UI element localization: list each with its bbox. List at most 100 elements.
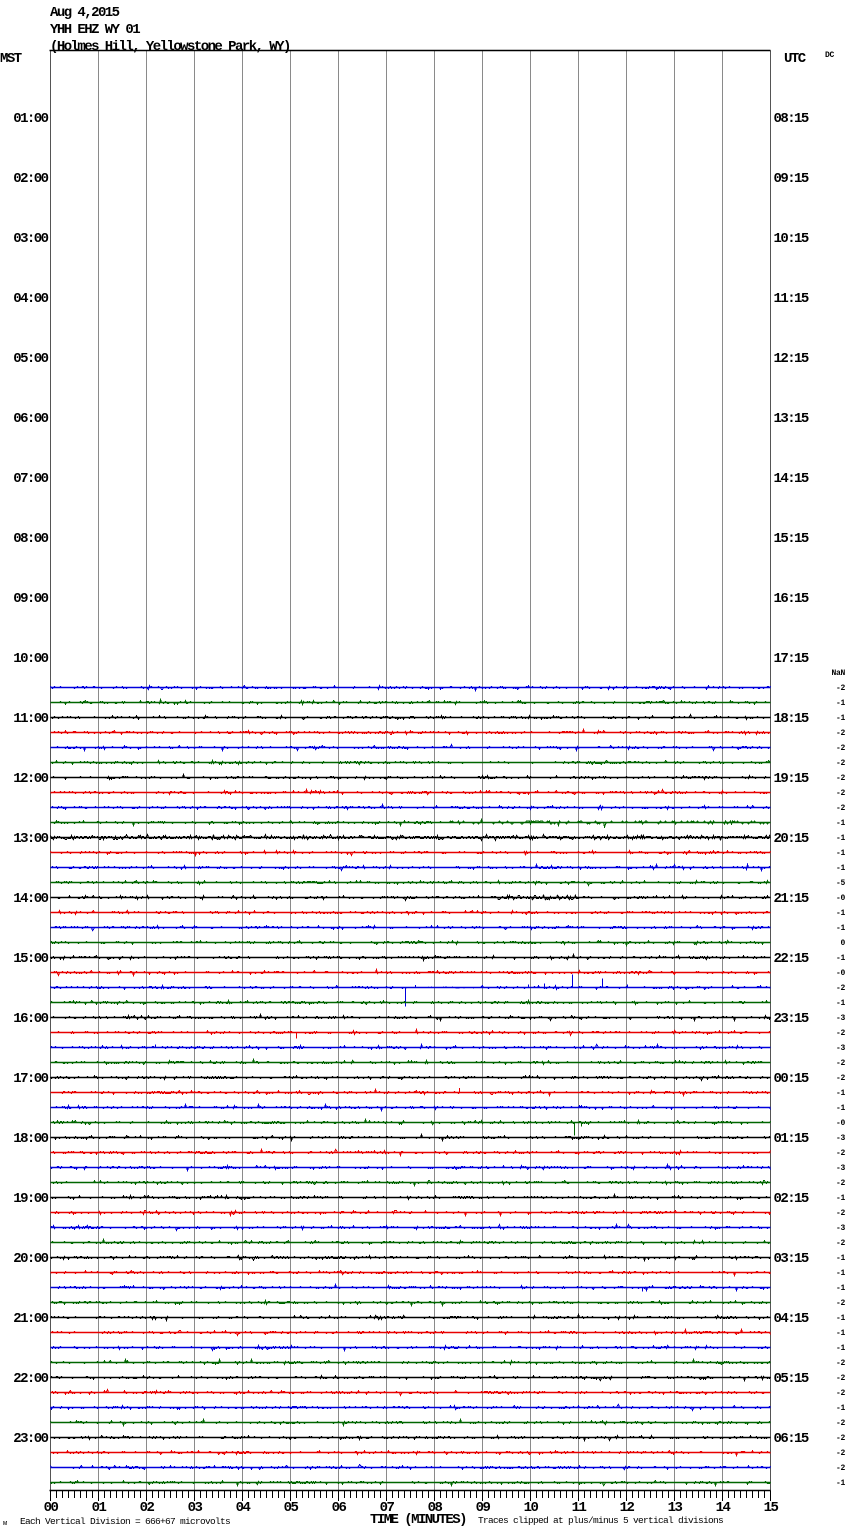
svg-text:-3: -3 (836, 1224, 846, 1233)
svg-text:-2: -2 (836, 774, 846, 783)
svg-text:-1: -1 (836, 849, 846, 858)
svg-text:-3: -3 (836, 1044, 846, 1053)
svg-text:-2: -2 (836, 1359, 846, 1368)
svg-text:-1: -1 (836, 924, 846, 933)
svg-text:-1: -1 (836, 1089, 846, 1098)
svg-text:01: 01 (92, 1500, 107, 1516)
svg-text:-2: -2 (836, 789, 846, 798)
svg-text:15:15: 15:15 (774, 531, 809, 547)
svg-text:-1: -1 (836, 1404, 846, 1413)
svg-text:13:00: 13:00 (13, 831, 48, 847)
svg-text:Aug 4,2015: Aug 4,2015 (50, 5, 120, 21)
svg-text:Traces clipped at plus/minus 5: Traces clipped at plus/minus 5 vertical … (478, 1515, 723, 1526)
svg-text:-2: -2 (836, 1389, 846, 1398)
svg-text:-0: -0 (836, 1119, 846, 1128)
svg-text:MST: MST (0, 51, 22, 67)
svg-text:09:00: 09:00 (13, 591, 48, 607)
svg-text:-1: -1 (836, 1194, 846, 1203)
svg-text:-2: -2 (836, 1209, 846, 1218)
svg-text:-2: -2 (836, 804, 846, 813)
svg-text:-2: -2 (836, 744, 846, 753)
svg-text:-2: -2 (836, 1299, 846, 1308)
svg-text:-1: -1 (836, 1284, 846, 1293)
svg-text:17:15: 17:15 (774, 651, 809, 667)
svg-text:02:00: 02:00 (13, 171, 48, 187)
svg-text:05:15: 05:15 (774, 1371, 809, 1387)
svg-text:-1: -1 (836, 999, 846, 1008)
svg-text:Each Vertical Division = 666+: Each Vertical Division = 666+67 microvol… (20, 1516, 230, 1527)
svg-text:18:00: 18:00 (13, 1131, 48, 1147)
svg-text:-1: -1 (836, 909, 846, 918)
svg-text:-2: -2 (836, 1419, 846, 1428)
svg-text:04:15: 04:15 (774, 1311, 809, 1327)
svg-text:10: 10 (524, 1500, 539, 1516)
svg-text:-2: -2 (836, 1149, 846, 1158)
svg-text:-0: -0 (836, 894, 846, 903)
svg-text:17:00: 17:00 (13, 1071, 48, 1087)
svg-text:DC: DC (825, 51, 835, 60)
svg-text:10:00: 10:00 (13, 651, 48, 667)
svg-text:YHH EHZ WY 01: YHH EHZ WY 01 (50, 22, 140, 38)
svg-text:04: 04 (236, 1500, 251, 1516)
svg-text:18:15: 18:15 (774, 711, 809, 727)
svg-text:02: 02 (140, 1500, 155, 1516)
svg-text:13:15: 13:15 (774, 411, 809, 427)
svg-text:-2: -2 (836, 984, 846, 993)
svg-text:-1: -1 (836, 714, 846, 723)
svg-text:-2: -2 (836, 1464, 846, 1473)
svg-text:-1: -1 (836, 1314, 846, 1323)
svg-text:-1: -1 (836, 834, 846, 843)
svg-text:22:15: 22:15 (774, 951, 809, 967)
svg-text:04:00: 04:00 (13, 291, 48, 307)
svg-text:-1: -1 (836, 1479, 846, 1488)
svg-text:12: 12 (620, 1500, 635, 1516)
svg-text:23:15: 23:15 (774, 1011, 809, 1027)
svg-text:-0: -0 (836, 969, 846, 978)
svg-text:-5: -5 (836, 879, 846, 888)
svg-text:06:15: 06:15 (774, 1431, 809, 1447)
svg-text:-1: -1 (836, 1329, 846, 1338)
svg-text:15: 15 (764, 1500, 779, 1516)
svg-text:03:15: 03:15 (774, 1251, 809, 1267)
svg-text:05: 05 (284, 1500, 299, 1516)
svg-text:20:15: 20:15 (774, 831, 809, 847)
svg-text:09: 09 (476, 1500, 491, 1516)
svg-text:22:00: 22:00 (13, 1371, 48, 1387)
svg-text:11:00: 11:00 (13, 711, 48, 727)
svg-text:-3: -3 (836, 1134, 846, 1143)
svg-text:13: 13 (668, 1500, 683, 1516)
svg-text:00:15: 00:15 (774, 1071, 809, 1087)
svg-text:14: 14 (716, 1500, 731, 1516)
svg-text:05:00: 05:00 (13, 351, 48, 367)
svg-text:08:00: 08:00 (13, 531, 48, 547)
svg-text:-1: -1 (836, 699, 846, 708)
svg-text:07: 07 (380, 1500, 395, 1516)
svg-text:-2: -2 (836, 1179, 846, 1188)
svg-text:19:15: 19:15 (774, 771, 809, 787)
svg-text:14:15: 14:15 (774, 471, 809, 487)
svg-text:03:00: 03:00 (13, 231, 48, 247)
svg-text:-1: -1 (836, 1269, 846, 1278)
svg-text:10:15: 10:15 (774, 231, 809, 247)
svg-text:09:15: 09:15 (774, 171, 809, 187)
svg-text:02:15: 02:15 (774, 1191, 809, 1207)
svg-text:0: 0 (840, 939, 845, 948)
svg-text:01:15: 01:15 (774, 1131, 809, 1147)
svg-text:-1: -1 (836, 1344, 846, 1353)
svg-text:-2: -2 (836, 1449, 846, 1458)
svg-text:16:00: 16:00 (13, 1011, 48, 1027)
svg-text:12:00: 12:00 (13, 771, 48, 787)
svg-text:21:15: 21:15 (774, 891, 809, 907)
svg-text:23:00: 23:00 (13, 1431, 48, 1447)
svg-text:м: м (3, 1520, 7, 1528)
svg-text:20:00: 20:00 (13, 1251, 48, 1267)
svg-text:08: 08 (428, 1500, 443, 1516)
svg-text:UTC: UTC (784, 51, 807, 67)
svg-text:-2: -2 (836, 1239, 846, 1248)
svg-text:-3: -3 (836, 1164, 846, 1173)
svg-text:-2: -2 (836, 1029, 846, 1038)
svg-text:-1: -1 (836, 1254, 846, 1263)
svg-text:-2: -2 (836, 729, 846, 738)
svg-text:19:00: 19:00 (13, 1191, 48, 1207)
svg-text:01:00: 01:00 (13, 111, 48, 127)
